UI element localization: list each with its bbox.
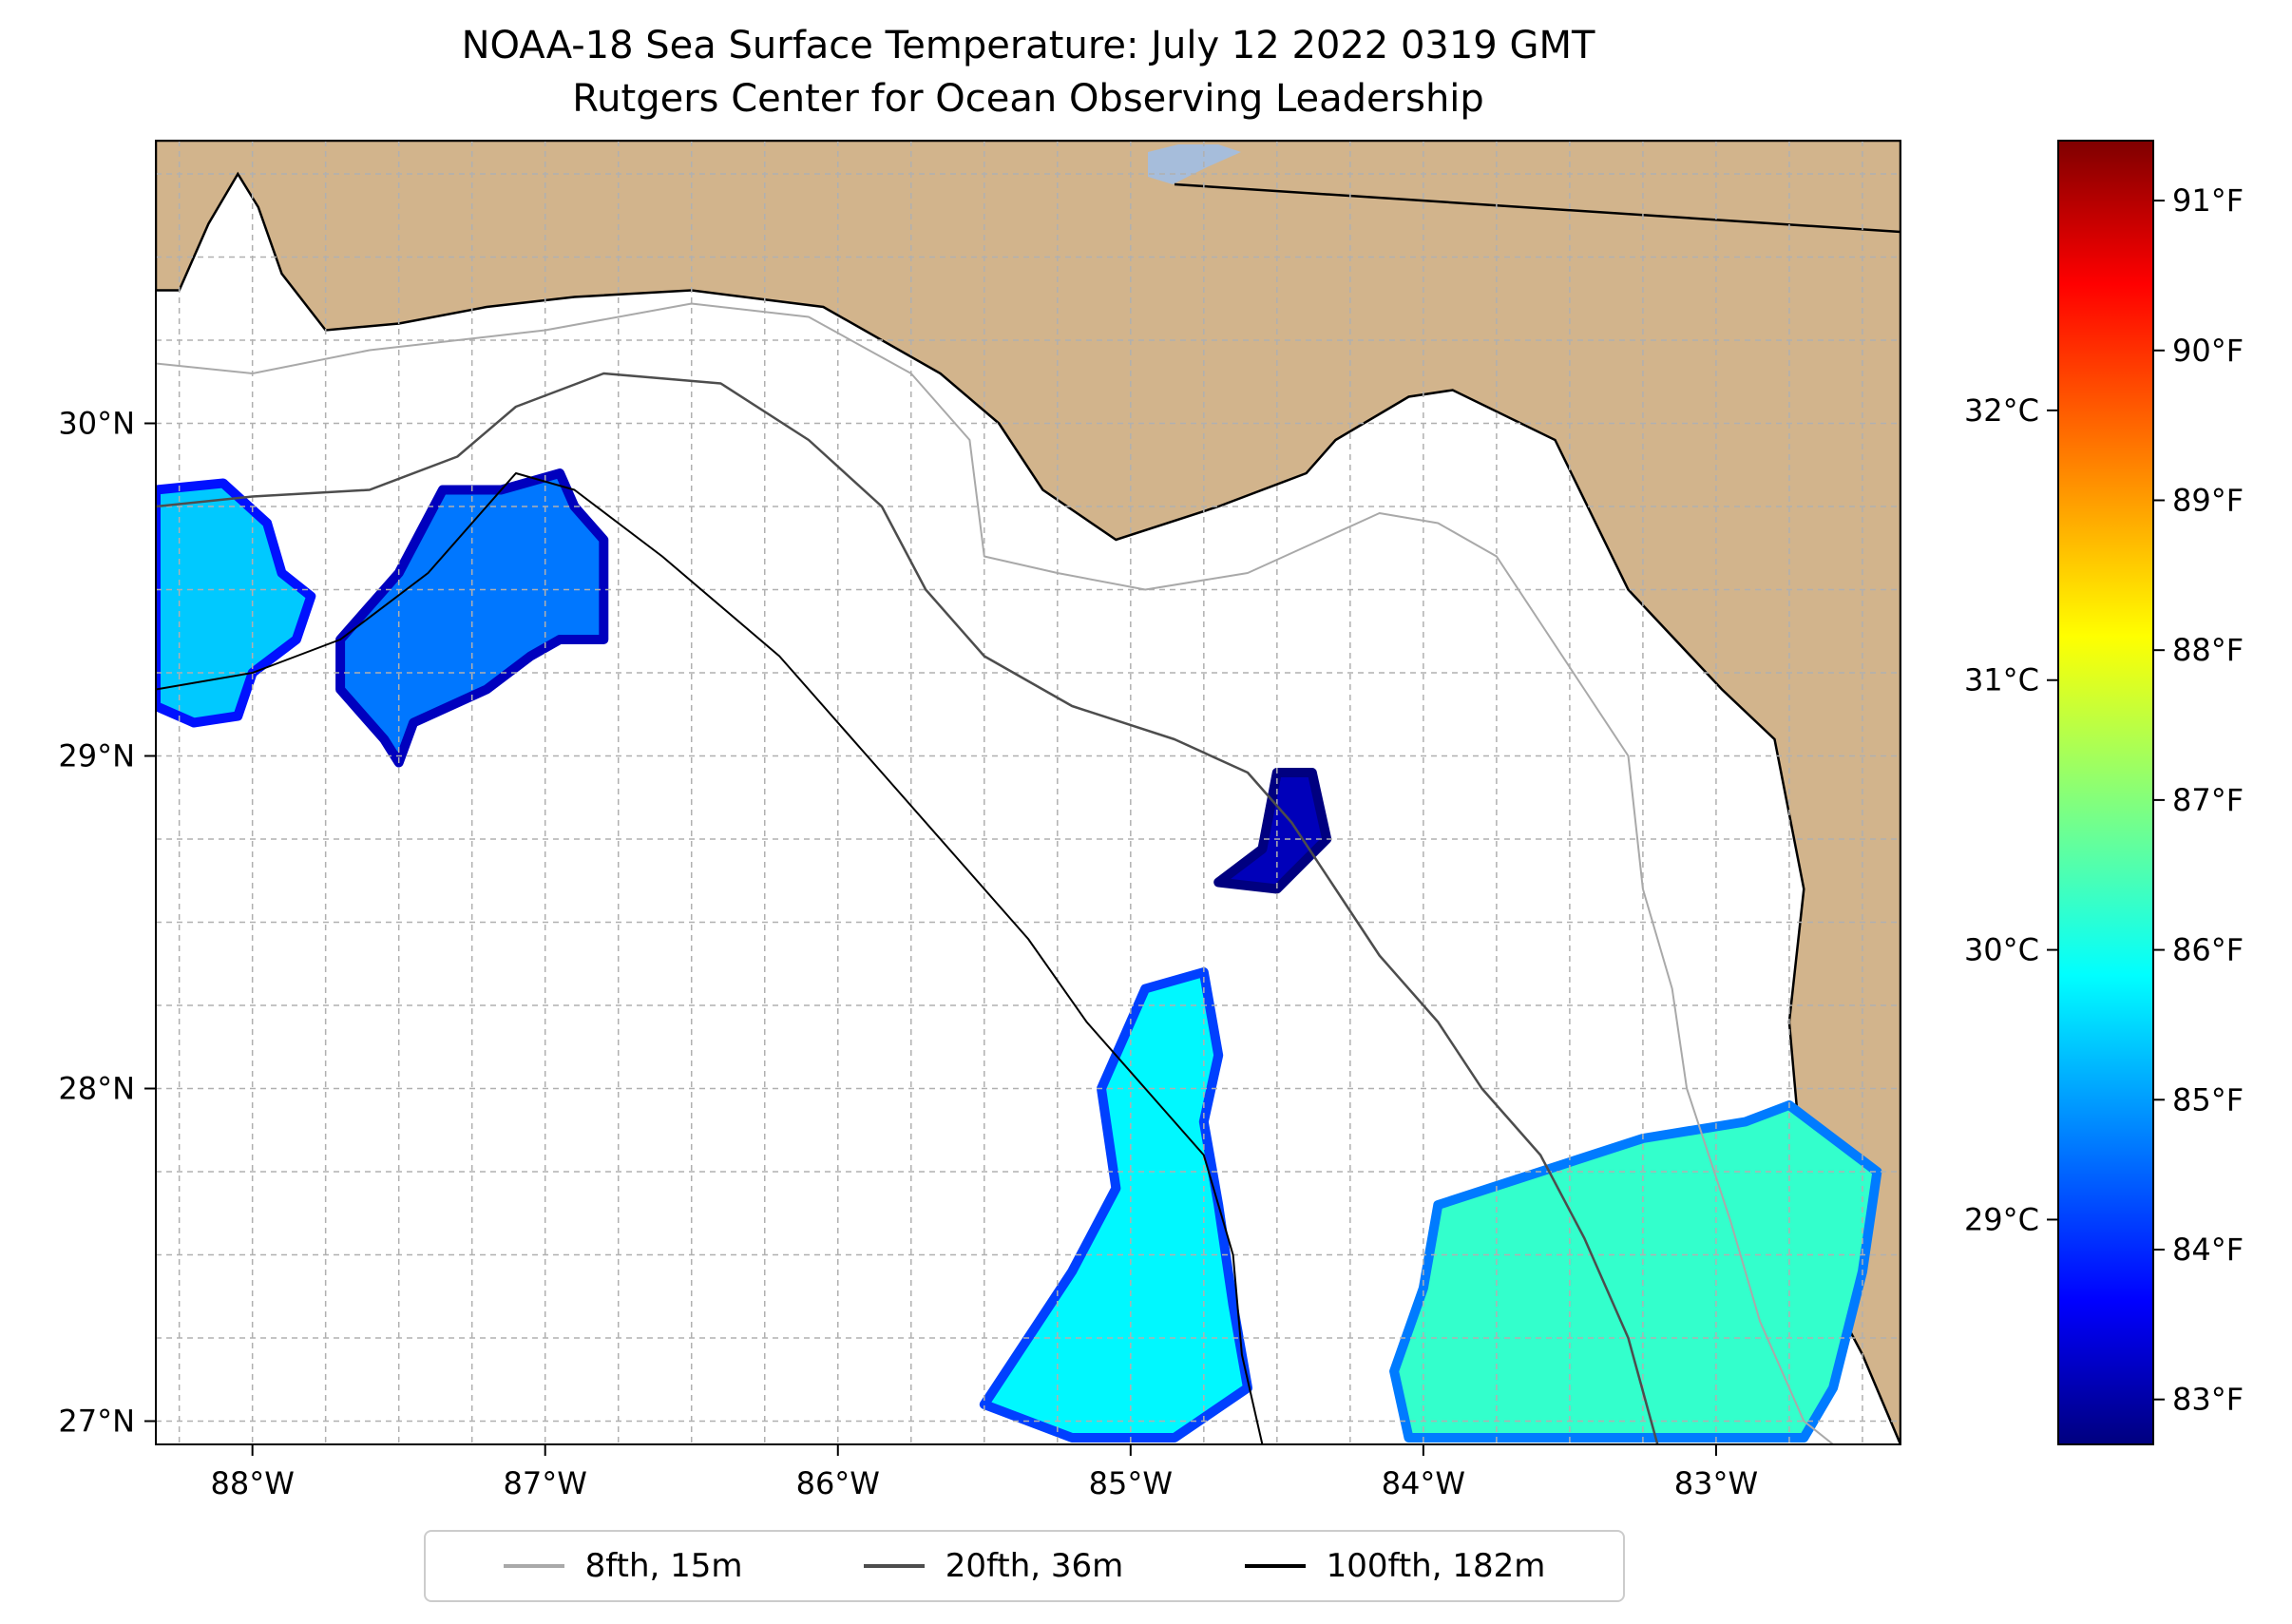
- legend-label-8fth: 8fth, 15m: [584, 1547, 743, 1585]
- isobath-lines: [156, 302, 1834, 1444]
- sst-patch-big-bend: [1213, 768, 1332, 894]
- lon-tick-label: 84°W: [1382, 1465, 1465, 1501]
- lat-tick-label: 29°N: [58, 738, 135, 774]
- land-area: [156, 141, 1900, 1444]
- colorbar-f-tick-label: 85°F: [2172, 1081, 2244, 1118]
- lon-tick-label: 85°W: [1089, 1465, 1173, 1501]
- legend-label-20fth: 20fth, 36m: [945, 1547, 1124, 1585]
- axis-ticks: 88°W 87°W 86°W 85°W 84°W 83°W 27°N 28°N 29°N 30°N: [58, 406, 1758, 1502]
- lat-tick-label: 27°N: [58, 1404, 135, 1440]
- state-border-line: [1174, 182, 1900, 234]
- colorbar-c-tick-label: 30°C: [1964, 932, 2039, 968]
- isobath-100fth: [156, 472, 1264, 1444]
- legend-swatch-20fth: [863, 1564, 925, 1568]
- colorbar-ticks: 83°F 84°F 85°F 86°F 87°F 88°F 89°F 90°F 91°F 29°C…: [1964, 182, 2244, 1418]
- colorbar-c-tick-label: 32°C: [1964, 392, 2039, 429]
- lon-tick-label: 83°W: [1674, 1465, 1758, 1501]
- map-frame: [155, 140, 1901, 1445]
- lon-tick-label: 88°W: [210, 1465, 294, 1501]
- sst-patch-southeast: [1389, 1100, 1882, 1442]
- isobath-20fth: [156, 372, 1659, 1444]
- colorbar-f-tick-label: 88°F: [2172, 632, 2244, 668]
- colorbar-f-tick-label: 90°F: [2172, 333, 2244, 369]
- colorbar-f-tick-label: 89°F: [2172, 482, 2244, 518]
- colorbar-f-tick-label: 91°F: [2172, 182, 2244, 219]
- colorbar-c-tick-label: 29°C: [1964, 1201, 2039, 1237]
- legend-label-100fth: 100fth, 182m: [1326, 1547, 1546, 1585]
- colorbar: 83°F 84°F 85°F 86°F 87°F 88°F 89°F 90°F 91°F 29°C…: [1964, 140, 2244, 1445]
- colorbar-f-tick-label: 84°F: [2172, 1232, 2244, 1268]
- colorbar-f-tick-label: 87°F: [2172, 782, 2244, 818]
- colorbar-f-tick-label: 83°F: [2172, 1382, 2244, 1418]
- lon-tick-label: 86°W: [796, 1465, 880, 1501]
- legend-item-20fth: 20fth, 36m: [863, 1547, 1124, 1585]
- legend-item-8fth: 8fth, 15m: [503, 1547, 743, 1585]
- colorbar-c-tick-label: 31°C: [1964, 662, 2039, 698]
- colorbar-gradient: [2057, 140, 2154, 1445]
- sst-patch-central-west: [335, 468, 609, 768]
- lat-tick-label: 28°N: [58, 1071, 135, 1107]
- isobath-legend: 8fth, 15m 20fth, 36m 100fth, 182m: [424, 1530, 1625, 1602]
- legend-swatch-100fth: [1244, 1564, 1306, 1568]
- legend-item-100fth: 100fth, 182m: [1244, 1547, 1546, 1585]
- colorbar-f-tick-label: 86°F: [2172, 932, 2244, 968]
- map-gridlines: [156, 141, 1900, 1444]
- lat-tick-label: 30°N: [58, 406, 135, 442]
- title-line-1: NOAA-18 Sea Surface Temperature: July 12…: [461, 24, 1595, 67]
- lon-tick-label: 87°W: [504, 1465, 587, 1501]
- title-line-2: Rutgers Center for Ocean Observing Leade…: [572, 77, 1484, 121]
- legend-swatch-8fth: [503, 1564, 564, 1568]
- isobath-8fth: [156, 302, 1834, 1444]
